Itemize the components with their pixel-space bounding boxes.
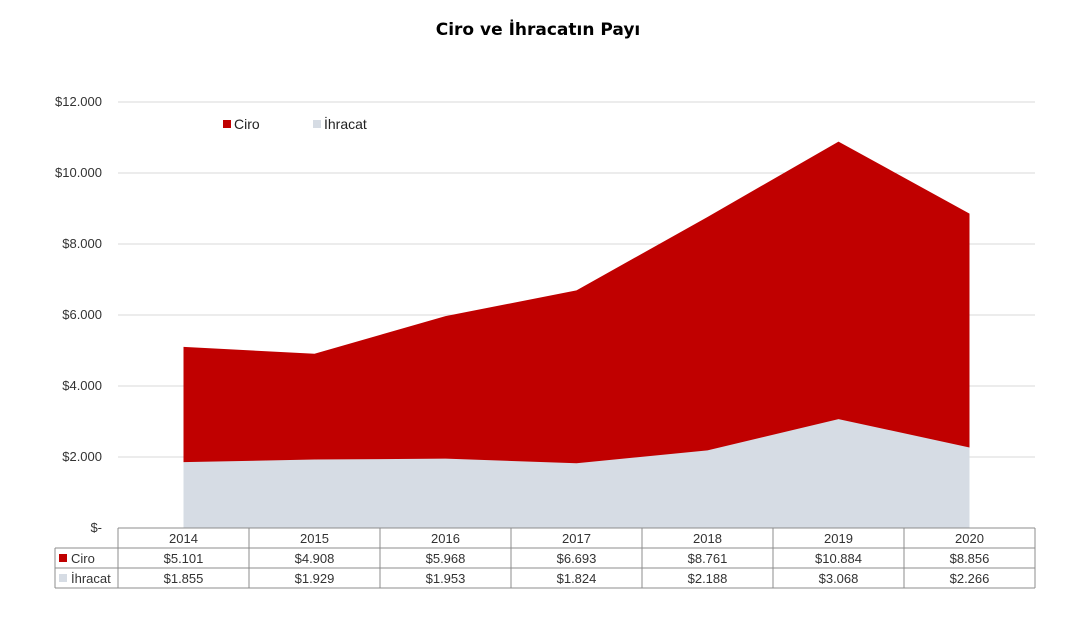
area-series-ciro (183, 141, 970, 529)
x-tick-label: 2016 (431, 531, 460, 546)
data-label: $8.761 (688, 551, 728, 566)
area-series-ihracat (183, 419, 970, 528)
data-label: $1.953 (426, 571, 466, 586)
y-tick-label: $4.000 (62, 378, 102, 393)
y-tick-label: $2.000 (62, 449, 102, 464)
legend-swatch (313, 120, 321, 128)
data-label: $8.856 (950, 551, 990, 566)
x-tick-label: 2017 (562, 531, 591, 546)
table-row-label: Ciro (71, 551, 95, 566)
data-label: $10.884 (815, 551, 862, 566)
y-tick-label: $10.000 (55, 165, 102, 180)
table-row-label: İhracat (71, 571, 111, 586)
data-label: $5.968 (426, 551, 466, 566)
x-tick-label: 2019 (824, 531, 853, 546)
y-tick-label: $12.000 (55, 94, 102, 109)
y-tick-label: $6.000 (62, 307, 102, 322)
x-tick-label: 2018 (693, 531, 722, 546)
data-label: $1.824 (557, 571, 597, 586)
legend-entry: Ciro (234, 116, 260, 132)
legend: Ciro İhracat (223, 115, 367, 132)
data-label: $2.188 (688, 571, 728, 586)
x-tick-label: 2020 (955, 531, 984, 546)
y-axis: $- $2.000 $4.000 $6.000 $8.000 $10.000 $12.000 (55, 94, 102, 535)
data-label: $1.855 (164, 571, 204, 586)
data-table: 2014 2015 2016 2017 2018 2019 2020 Ciro $5.101 $4… (54, 527, 1036, 589)
data-label: $4.908 (295, 551, 335, 566)
legend-swatch (223, 120, 231, 128)
data-label: $1.929 (295, 571, 335, 586)
data-label: $5.101 (164, 551, 204, 566)
data-label: $6.693 (557, 551, 597, 566)
legend-entry: İhracat (324, 115, 367, 132)
y-tick-label: $8.000 (62, 236, 102, 251)
data-label: $3.068 (819, 571, 859, 586)
table-row-swatch (59, 554, 67, 562)
table-row-swatch (59, 574, 67, 582)
data-label: $2.266 (950, 571, 990, 586)
plot-area (183, 141, 970, 529)
y-tick-label: $- (90, 520, 102, 535)
x-tick-label: 2015 (300, 531, 329, 546)
x-tick-label: 2014 (169, 531, 198, 546)
chart-title: Ciro ve İhracatın Payı (436, 18, 640, 40)
